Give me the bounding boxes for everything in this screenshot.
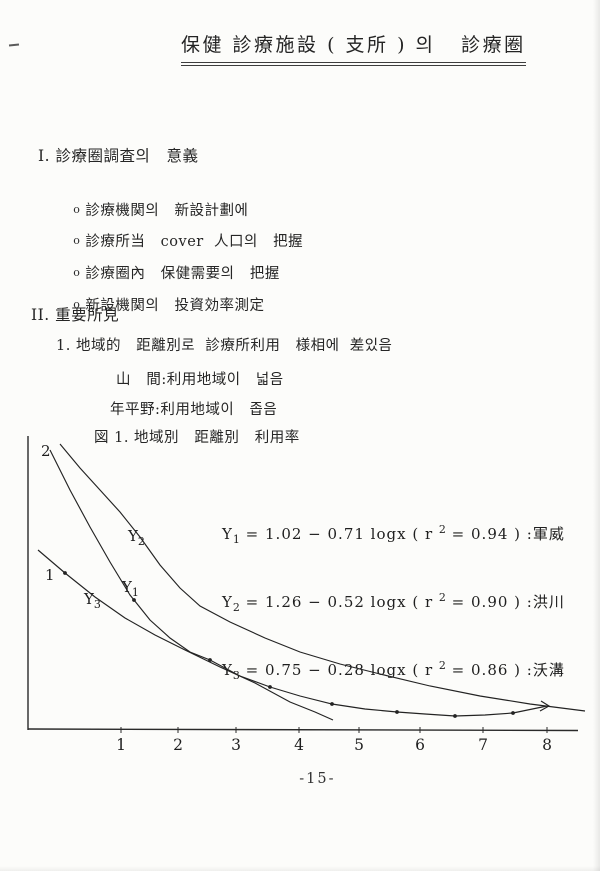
- x-axis-ticks: 1 2 3 4 5 6 7 8: [116, 727, 552, 754]
- equation-expr: = 1.26 − 0.52 logx ( r: [239, 593, 439, 611]
- plain-area-line: 年平野:利用地域이 좁음: [110, 402, 278, 418]
- r-squared-sup: 2: [438, 523, 446, 536]
- equation-var: Y: [222, 593, 233, 611]
- page-number: -15-: [299, 771, 336, 787]
- bullet-item: o 新設機関의 投資効率測定: [63, 278, 265, 315]
- data-point: [208, 658, 212, 662]
- data-point: [268, 685, 272, 689]
- data-point-markers: [63, 571, 515, 718]
- figure-caption: 図 1. 地域別 距離別 利用率: [94, 430, 300, 446]
- bullet-item: o 診療所当 cover 人口의 把握: [63, 214, 303, 251]
- scan-edge-right: [593, 0, 600, 871]
- curve-y1-end-arrow-icon: [539, 700, 551, 712]
- curve-labels: Y2 Y1 Y3: [83, 527, 145, 611]
- scan-mark-dash: [8, 43, 20, 47]
- bullet-item: o 診療機関의 新設計劃에: [63, 183, 248, 220]
- x-axis-tick-label: 1: [116, 736, 126, 754]
- circle-bullet-icon: o: [73, 298, 81, 311]
- bullet-item: o 診療圈內 保健需要의 把握: [63, 246, 280, 283]
- section-2-heading: II. 重要所見: [31, 306, 120, 324]
- x-axis-tick-label: 2: [173, 736, 183, 754]
- x-axis-tick-label: 3: [231, 736, 241, 754]
- equation-y2: Y2 = 1.26 − 0.52 logx ( r 2 = 0.90 ) :洪川: [222, 587, 565, 619]
- circle-bullet-icon: o: [73, 203, 81, 216]
- circle-bullet-icon: o: [73, 266, 81, 279]
- x-axis-tick-label: 7: [478, 736, 488, 754]
- equation-y1: Y1 = 1.02 − 0.71 logx ( r 2 = 0.94 ) :軍威: [222, 519, 565, 551]
- equation-expr: = 0.75 − 0.28 logx ( r: [239, 661, 439, 679]
- data-point: [453, 714, 457, 718]
- bullet-item-text: 新設機関의 投資効率測定: [85, 298, 265, 314]
- mountain-area-line: 山 間:利用地域이 넓음: [116, 372, 284, 388]
- curve-y3: [37, 549, 334, 721]
- equation-expr: = 1.02 − 0.71 logx ( r: [239, 525, 439, 543]
- y-axis-label-1: 1: [45, 566, 55, 584]
- x-axis-tick-label: 6: [415, 736, 425, 754]
- equation-var-sub: 3: [232, 669, 240, 682]
- curve-y2: [59, 443, 586, 712]
- data-point: [63, 571, 67, 575]
- x-axis: [27, 728, 579, 732]
- curve-label-y3: Y3: [83, 590, 101, 611]
- curve-y1: [49, 449, 548, 717]
- r-squared-sup: 2: [438, 591, 446, 604]
- curve-label-y2: Y2: [127, 527, 145, 548]
- y-axis-label-2: 2: [41, 442, 51, 460]
- bullet-item-text: 診療圈內 保健需要의 把握: [85, 266, 280, 282]
- equation-tail: = 0.90 ) :洪川: [445, 593, 565, 611]
- page-title: 保健 診療施設 ( 支所 ) 의 診療圈: [181, 30, 526, 66]
- regression-equations: Y1 = 1.02 − 0.71 logx ( r 2 = 0.94 ) :軍威…: [222, 483, 565, 705]
- equation-var-sub: 1: [232, 533, 240, 546]
- curve-label-y1: Y1: [121, 578, 139, 599]
- scan-edge-bottom: [0, 866, 600, 871]
- data-point: [511, 711, 515, 715]
- r-squared-sup: 2: [438, 659, 446, 672]
- section-2-item-1: 1. 地域的 距離別로 診療所利用 様相에 差있음: [56, 338, 393, 354]
- data-point: [395, 710, 399, 714]
- equation-tail: = 0.94 ) :軍威: [445, 525, 565, 543]
- x-axis-tick-label: 8: [542, 736, 552, 754]
- axes: [27, 436, 579, 732]
- section-1-heading: I. 診療圈調査의 意義: [38, 147, 199, 165]
- bullet-item-text: 診療所当 cover 人口의 把握: [85, 234, 304, 250]
- x-axis-tick-label: 4: [294, 736, 304, 754]
- equation-tail: = 0.86 ) :沃溝: [445, 661, 565, 679]
- x-axis-tick-label: 5: [354, 736, 364, 754]
- bullet-item-text: 診療機関의 新設計劃에: [85, 203, 249, 219]
- data-point: [132, 598, 136, 602]
- data-point: [330, 702, 334, 706]
- equation-var-sub: 2: [232, 601, 240, 614]
- equation-var: Y: [222, 525, 233, 543]
- circle-bullet-icon: o: [73, 234, 81, 247]
